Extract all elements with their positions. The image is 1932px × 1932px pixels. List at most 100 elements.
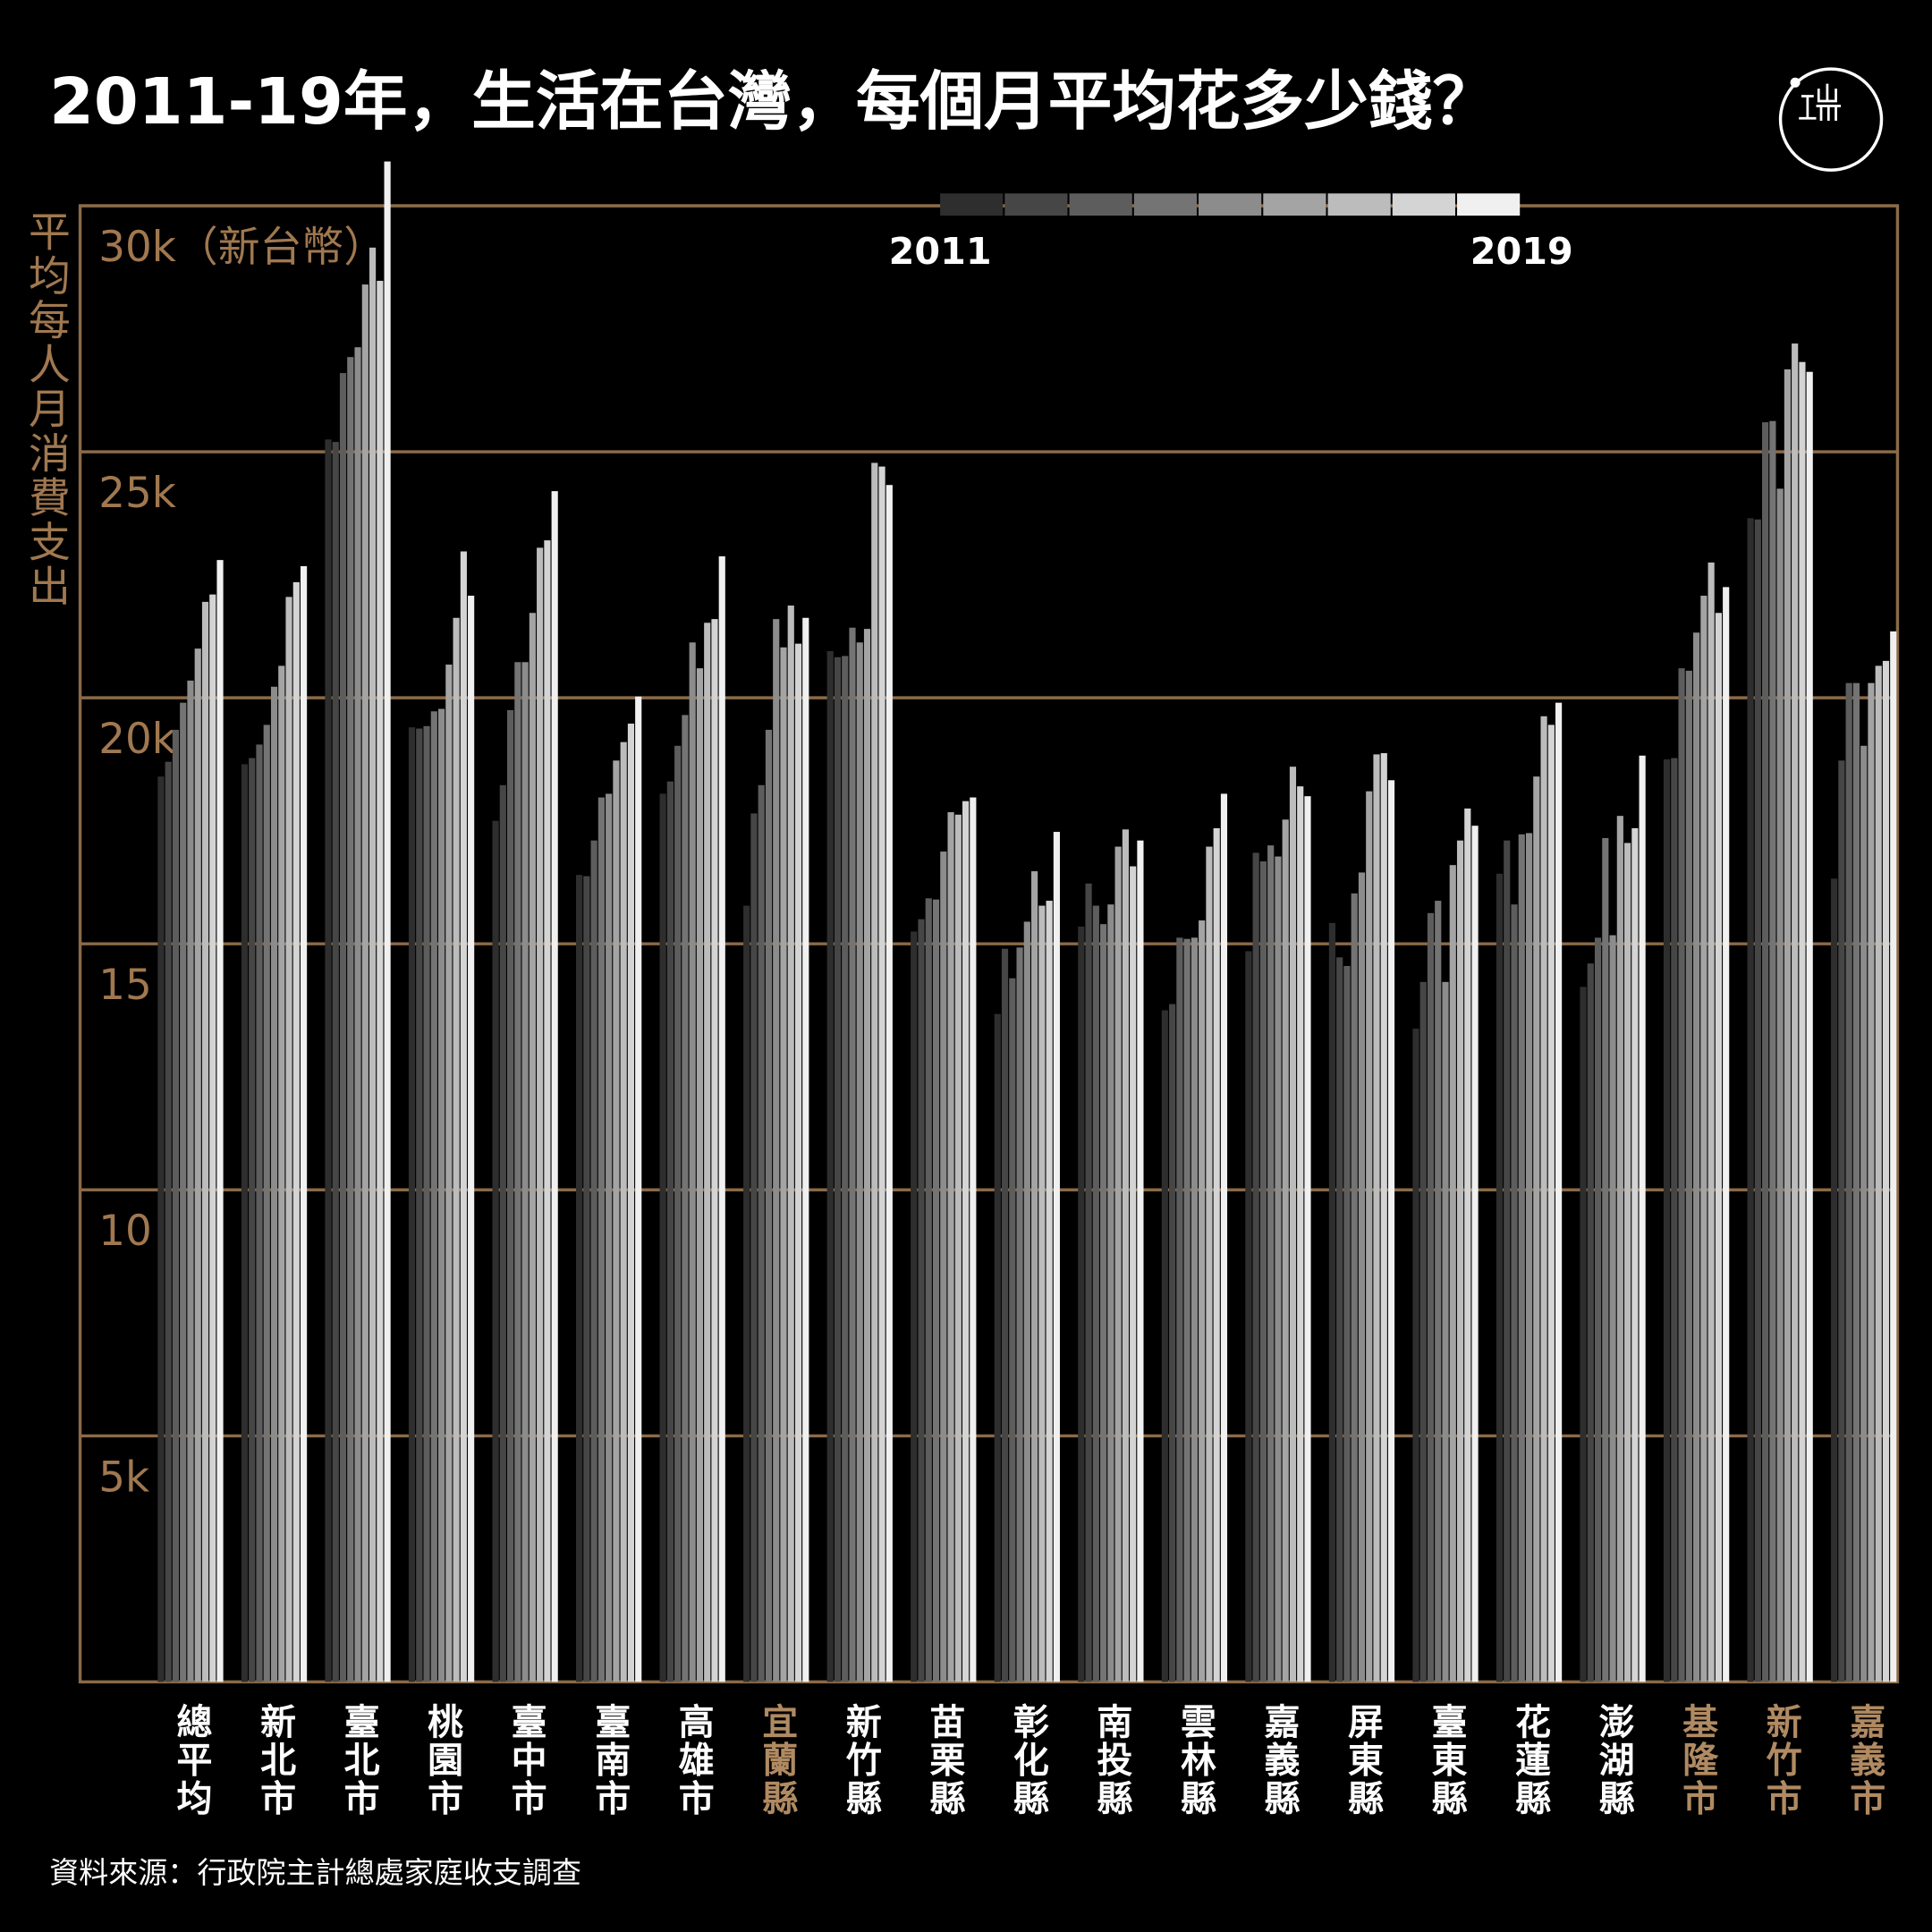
x-tick-label: 苗栗縣 — [923, 1703, 965, 1818]
bar — [1220, 793, 1228, 1682]
bar — [1707, 562, 1715, 1682]
x-tick-label: 高雄市 — [673, 1703, 715, 1818]
bar — [1890, 631, 1897, 1682]
bar — [430, 711, 437, 1682]
bar — [1555, 702, 1563, 1682]
legend-swatch — [1457, 193, 1521, 216]
bar — [780, 647, 787, 1682]
bar — [750, 813, 758, 1682]
y-tick-label: 20k — [98, 716, 176, 764]
bar — [1078, 926, 1085, 1682]
bar — [1213, 827, 1220, 1682]
bar — [1427, 912, 1435, 1682]
legend-swatch — [1199, 193, 1262, 216]
bar — [1776, 488, 1784, 1682]
bar — [1471, 826, 1479, 1682]
bar — [1631, 827, 1639, 1682]
bar — [453, 617, 460, 1682]
bar — [1107, 904, 1114, 1682]
bar — [1540, 716, 1547, 1682]
x-tick-label: 臺東縣 — [1426, 1703, 1468, 1818]
bar — [1259, 861, 1267, 1682]
bar — [576, 875, 583, 1682]
bar — [1882, 660, 1890, 1682]
bar — [1169, 1004, 1176, 1682]
x-tick-label: 新竹市 — [1760, 1703, 1802, 1818]
bar — [423, 725, 430, 1682]
x-tick-label: 南投縣 — [1090, 1703, 1132, 1818]
bar — [849, 627, 856, 1682]
bar — [1351, 893, 1358, 1682]
bar — [1806, 371, 1813, 1682]
bar — [499, 784, 506, 1682]
bar — [689, 642, 696, 1682]
bar — [590, 840, 597, 1682]
bar — [1587, 963, 1594, 1682]
bar — [1496, 873, 1504, 1682]
bar — [1838, 760, 1845, 1682]
bar — [1085, 883, 1092, 1682]
y-tick-label: 15 — [98, 962, 152, 1010]
bar — [856, 642, 863, 1682]
bar — [1336, 957, 1343, 1682]
bar — [1518, 834, 1525, 1682]
bar — [384, 161, 391, 1682]
bar — [765, 729, 773, 1682]
bar — [1023, 921, 1030, 1682]
bar — [408, 727, 416, 1682]
bar — [1464, 808, 1471, 1682]
bar — [300, 566, 308, 1682]
x-tick-label: 新北市 — [254, 1703, 296, 1818]
x-tick-label: 花蓮縣 — [1509, 1703, 1551, 1818]
bar — [758, 784, 765, 1682]
bar — [1602, 837, 1609, 1682]
bar — [1799, 361, 1806, 1682]
bar — [1130, 866, 1137, 1682]
bar — [1366, 791, 1373, 1682]
bar — [1715, 613, 1722, 1682]
bar — [1100, 924, 1107, 1682]
bar — [1624, 843, 1631, 1682]
logo-circle — [1778, 67, 1884, 172]
bar — [787, 606, 794, 1682]
bar — [970, 797, 977, 1682]
bar — [1442, 981, 1449, 1682]
y-tick-label: 10 — [98, 1208, 152, 1256]
bar — [551, 491, 558, 1682]
bar — [794, 643, 802, 1682]
legend-swatch — [1327, 193, 1391, 216]
legend-swatch — [1392, 193, 1455, 216]
bar — [1183, 938, 1191, 1682]
bar — [666, 781, 674, 1682]
bar — [1700, 596, 1707, 1682]
bar — [1511, 904, 1518, 1682]
bar — [201, 601, 209, 1682]
bar — [597, 797, 605, 1682]
bar — [1122, 829, 1129, 1682]
bar — [1852, 682, 1860, 1682]
bar — [627, 724, 635, 1682]
bar — [1504, 840, 1511, 1682]
bar — [1245, 951, 1252, 1682]
bar — [1282, 819, 1289, 1682]
bar — [460, 551, 467, 1682]
bar — [1845, 682, 1852, 1682]
x-tick-label: 臺南市 — [589, 1703, 630, 1818]
bar — [369, 247, 377, 1682]
bar — [1419, 981, 1427, 1682]
bar — [834, 657, 842, 1682]
bar — [1671, 758, 1678, 1682]
bar — [718, 555, 725, 1682]
bar — [1616, 816, 1623, 1682]
bar — [507, 709, 514, 1682]
bar — [1053, 832, 1060, 1682]
legend-swatch — [1069, 193, 1132, 216]
bar — [704, 623, 711, 1682]
bar — [361, 284, 369, 1682]
bar — [1860, 745, 1868, 1682]
bar — [886, 485, 893, 1682]
bar — [521, 662, 529, 1682]
y-axis-label: 平均每人月消費支出 — [21, 209, 70, 608]
bar — [537, 547, 544, 1682]
